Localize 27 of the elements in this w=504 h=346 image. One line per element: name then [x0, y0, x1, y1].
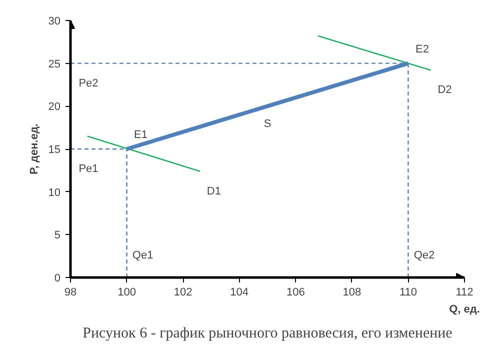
text: Рисунок 6 - график рыночного равновесия, его изменение: [82, 326, 453, 342]
annotation: Pe1: [78, 163, 98, 175]
x-tick-label: 108: [342, 286, 362, 298]
series-label: D1: [206, 185, 221, 198]
y-tick-label: 15: [48, 144, 61, 156]
x-tick-label: 100: [118, 286, 136, 298]
annotation: Qe1: [132, 250, 154, 262]
y-tick-label: 25: [48, 58, 61, 70]
x-tick-label: 110: [399, 286, 417, 298]
y-axis-title: P, ден.ед.: [28, 123, 40, 174]
series-label: S: [264, 118, 272, 130]
y-tick-label: 0: [54, 272, 61, 284]
x-axis-title: Q, ед.: [449, 304, 480, 316]
annotation: E1: [134, 129, 148, 141]
y-tick-label: 30: [48, 16, 61, 28]
y-tick-label: 20: [48, 101, 61, 114]
x-tick-label: 112: [456, 286, 474, 298]
y-tick-label: 10: [48, 186, 61, 199]
x-tick-label: 106: [286, 286, 305, 298]
x-tick-label: 104: [230, 286, 249, 298]
annotation: Qe2: [414, 250, 435, 262]
annotation: E2: [415, 43, 429, 56]
series-label: D2: [438, 84, 452, 96]
x-tick-label: 102: [174, 286, 192, 298]
annotation: Pe2: [78, 77, 98, 90]
x-tick-label: 98: [64, 286, 77, 298]
y-tick-label: 5: [54, 230, 61, 242]
